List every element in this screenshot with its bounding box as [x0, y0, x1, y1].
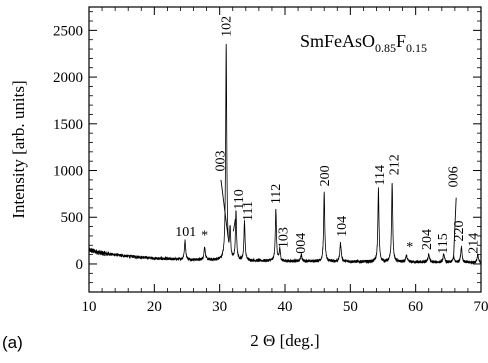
peak-pointers	[220, 179, 457, 258]
x-tick-label: 70	[474, 299, 488, 315]
peak-label: 111	[241, 201, 256, 221]
panel-label: (a)	[2, 333, 23, 352]
y-axis-title: Intensity [arb. units]	[9, 80, 28, 218]
diffraction-pattern-line	[88, 43, 482, 265]
peak-label: 004	[294, 233, 309, 254]
x-tick-label: 10	[82, 299, 97, 315]
y-tick-label: 1500	[53, 117, 83, 133]
y-tick-label: 0	[76, 257, 84, 273]
x-tick-label: 30	[212, 299, 227, 315]
peak-label: 212	[387, 154, 402, 175]
y-tick-label: 1000	[53, 164, 83, 180]
y-tick-label: 500	[61, 210, 84, 226]
plot-frame	[88, 6, 482, 293]
y-tick-label: 2500	[53, 23, 83, 39]
peak-pointer-line	[453, 197, 457, 258]
x-tick-label: 60	[408, 299, 423, 315]
tick-labels: 10 20 30 40 50 60 70 0 500 1000 1500 2000 2500	[53, 23, 488, 315]
peak-label: 112	[269, 184, 284, 204]
impurity-marker: *	[406, 240, 413, 255]
peak-label: 103	[276, 227, 291, 248]
minor-ticks	[89, 7, 481, 292]
peak-label: 200	[318, 165, 333, 186]
x-tick-label: 50	[343, 299, 358, 315]
sample-title: SmFeAsO0.85F0.15	[300, 31, 427, 55]
x-tick-label: 20	[147, 299, 162, 315]
peak-label: 101	[175, 225, 196, 240]
peak-label: 104	[335, 216, 350, 237]
peak-label: 214	[467, 233, 482, 254]
impurity-marker: *	[201, 229, 208, 244]
peak-label: 114	[373, 165, 388, 185]
y-tick-label: 2000	[53, 70, 83, 86]
peak-label: 102	[220, 16, 235, 37]
x-axis-title: 2 Θ [deg.]	[250, 331, 319, 350]
peak-pointer-line	[232, 219, 236, 232]
peak-label: 003	[214, 150, 229, 171]
peak-label: 204	[420, 229, 435, 250]
peak-label: 220	[452, 221, 467, 242]
peak-label: 115	[436, 233, 451, 253]
peak-pointer-line	[220, 179, 229, 238]
peak-label: 006	[446, 166, 461, 187]
x-tick-label: 40	[278, 299, 293, 315]
peak-label: 110	[232, 189, 247, 209]
